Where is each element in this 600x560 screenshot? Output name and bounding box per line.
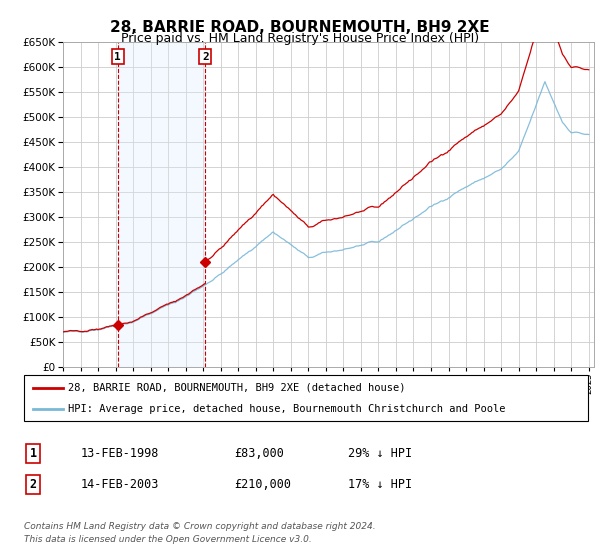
Text: £83,000: £83,000 — [234, 447, 284, 460]
Bar — [118, 42, 205, 367]
Text: 2: 2 — [29, 478, 37, 491]
Text: 28, BARRIE ROAD, BOURNEMOUTH, BH9 2XE: 28, BARRIE ROAD, BOURNEMOUTH, BH9 2XE — [110, 20, 490, 35]
Text: Price paid vs. HM Land Registry's House Price Index (HPI): Price paid vs. HM Land Registry's House … — [121, 32, 479, 45]
Text: 28, BARRIE ROAD, BOURNEMOUTH, BH9 2XE (detached house): 28, BARRIE ROAD, BOURNEMOUTH, BH9 2XE (d… — [68, 382, 406, 393]
Text: HPI: Average price, detached house, Bournemouth Christchurch and Poole: HPI: Average price, detached house, Bour… — [68, 404, 505, 414]
Text: 17% ↓ HPI: 17% ↓ HPI — [348, 478, 412, 491]
Text: 14-FEB-2003: 14-FEB-2003 — [81, 478, 160, 491]
Text: Contains HM Land Registry data © Crown copyright and database right 2024.: Contains HM Land Registry data © Crown c… — [24, 522, 376, 531]
Text: 2: 2 — [202, 52, 209, 62]
Text: This data is licensed under the Open Government Licence v3.0.: This data is licensed under the Open Gov… — [24, 535, 312, 544]
Text: 1: 1 — [29, 447, 37, 460]
Text: £210,000: £210,000 — [234, 478, 291, 491]
Text: 1: 1 — [115, 52, 121, 62]
Text: 29% ↓ HPI: 29% ↓ HPI — [348, 447, 412, 460]
Text: 13-FEB-1998: 13-FEB-1998 — [81, 447, 160, 460]
